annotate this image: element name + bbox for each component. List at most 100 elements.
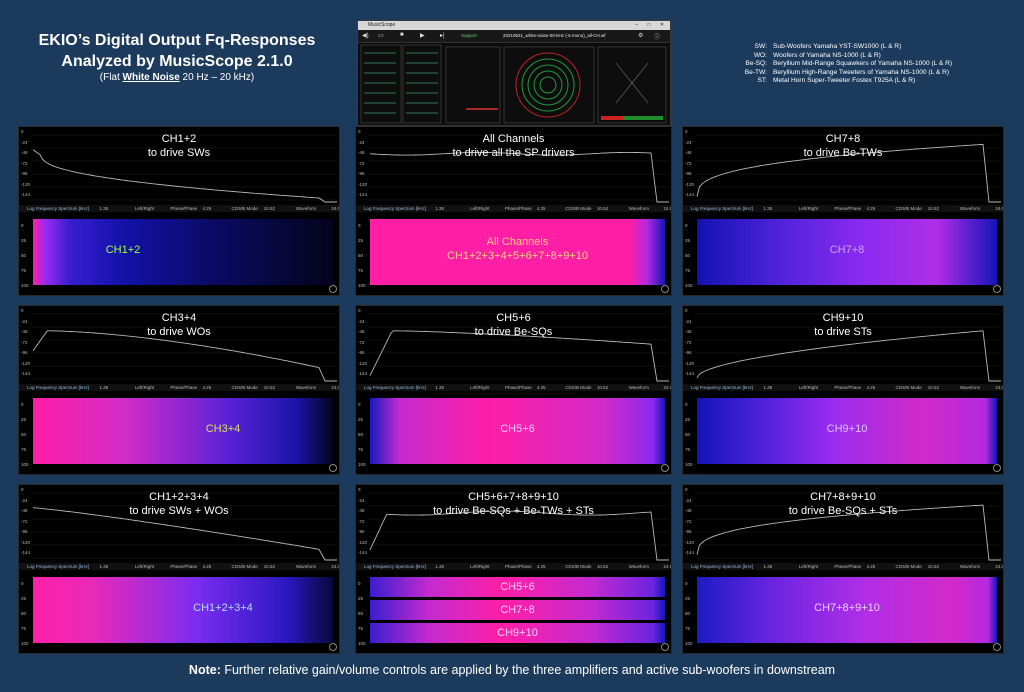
axis-tick: CDS/B Mode [895,564,922,569]
panel-caption: CH5+6 to drive Be-SQs [356,311,671,339]
y-tick: -144 [21,192,31,197]
spectrogram-tick: 75 [358,447,364,452]
y-tick: -48 [21,329,28,334]
axis-tick: 10.52 [927,385,939,390]
panel-caption: All Channels to drive all the SP drivers [356,132,671,160]
axis-tick: 24.0 [995,206,1004,211]
spectrogram-label: CH5+6 [500,423,535,435]
axis-tick: CDS/B Mode [565,564,592,569]
legend-value: Beryllium High-Range Tweeters of Yamaha … [773,68,950,76]
axis-tick: 24.0 [331,385,340,390]
support-link[interactable]: Support [461,33,477,38]
spectrogram-label: CH1+2+3+4 [193,602,253,614]
y-tick: -120 [358,360,368,366]
resize-handle-icon[interactable] [329,643,337,651]
resize-handle-icon[interactable] [993,643,1001,651]
open-folder-icon[interactable]: ▭ [378,33,384,39]
resize-handle-icon[interactable] [661,643,669,651]
resize-handle-icon[interactable] [329,285,337,293]
spectrogram-band: CH1+2+3+4 [33,577,333,643]
window-title: MusicScope [368,22,396,28]
axis-tick: 1.35 [763,206,773,211]
panel-caption: CH1+2+3+4 to drive SWs + WOs [19,490,339,518]
axis-title: Log Frequency Spectrum [kHz] [364,385,427,390]
frequency-response-plot [31,134,337,203]
spectrogram-tick: 0 [358,223,361,228]
panel-purpose-label: to drive Be-SQs [474,326,553,338]
spectrogram-caption: CH5+6 [370,422,665,436]
axis-tick: Waveform [295,385,317,390]
forward-icon[interactable]: ▸| [440,33,445,39]
axis-tick: 1.35 [99,206,109,211]
legend-value: Beryllium Mid-Range Squawkers of Yamaha … [773,60,953,68]
spectrogram-tick: 0 [21,581,24,586]
spectrogram-caption: All Channels CH1+2+3+4+5+6+7+8+9+10 [370,235,665,263]
info-icon[interactable]: ⓘ [654,35,661,41]
panel-channel-label: CH3+4 [161,312,197,324]
driver-legend: SW: Sub-Woofers Yamaha YST-SW1000 (L & R)… [720,43,952,86]
panel-purpose-label: to drive all the SP drivers [452,147,575,159]
y-tick: -24 [358,139,365,145]
y-tick: -72 [358,518,365,524]
axis-tick: Left/Right [798,206,819,211]
y-tick: -72 [358,160,365,166]
note-label: Note: [188,663,221,677]
panel-caption: CH7+8+9+10 to drive Be-SQs + STs [683,490,1003,518]
spectrogram-tick: 25 [358,596,364,601]
spectrogram-label: CH3+4 [205,423,241,435]
axis-title: Log Frequency Spectrum [kHz] [364,564,427,569]
spectrogram-tick: 50 [21,611,27,616]
response-curve [369,510,669,561]
axis-tick: CDS/B Mode [895,206,922,211]
spectrogram-label: CH7+8 [829,244,865,256]
panel-purpose-label: to drive Be-SQs + STs [788,505,898,517]
resize-handle-icon[interactable] [329,464,337,472]
spectrogram-caption: CH7+8+9+10 [697,601,997,615]
axis-tick: 1.35 [435,385,445,390]
axis-tick: 10.52 [263,206,275,211]
spectrogram-tick: 75 [21,626,27,631]
resize-handle-icon[interactable] [993,464,1001,472]
frequency-response-plot [31,313,337,382]
resize-handle-icon[interactable] [993,285,1001,293]
spectrogram-band: CH9+10 [697,398,997,464]
volume-icon[interactable]: ◀) [362,33,369,39]
stop-icon[interactable]: ■ [400,32,404,38]
spectrogram-tick: 75 [685,447,691,452]
response-curve [369,330,669,382]
axis-tick: Left/Right [470,385,490,390]
spectrogram-tick: 100 [21,641,29,646]
play-icon[interactable]: ▶ [420,33,425,39]
response-curve [32,507,337,561]
axis-tick: CDS/B Mode [565,385,592,390]
y-tick: -72 [685,518,692,524]
resize-handle-icon[interactable] [661,285,669,293]
axis-tick: 10.52 [263,385,275,390]
y-tick: -24 [358,497,365,503]
note-text: Further relative gain/volume controls ar… [220,663,836,677]
legend-value: Sub-Woofers Yamaha YST-SW1000 (L & R) [773,43,902,50]
vectorscope-cross [615,62,649,104]
spectrogram-label: All Channels [486,236,549,248]
axis-tick: Phase/Phase [834,564,862,569]
spectrogram-caption: CH9+10 [697,422,997,436]
axis-title: Log Frequency Spectrum [kHz] [691,564,754,569]
spectrogram-tick: 50 [358,253,364,258]
window-controls[interactable]: – □ ✕ [635,22,668,28]
y-tick: -24 [685,497,692,503]
axis-tick: 10.52 [927,206,939,211]
resize-handle-icon[interactable] [661,464,669,472]
y-tick: -96 [358,529,365,534]
settings-icon[interactable]: ⚙ [638,33,644,39]
y-tick: -48 [21,508,28,513]
spectrogram-tick: 0 [21,223,24,228]
spectrogram-tick: 100 [685,641,693,646]
axis-tick: Left/Right [798,385,819,390]
y-tick: -48 [358,508,365,513]
spectrogram-tick: 25 [21,238,27,243]
axis-tick: 10.52 [596,564,609,569]
spectrogram-tick: 25 [358,417,364,422]
axis-tick: CDS/B Mode [565,206,592,211]
y-tick: -96 [21,529,28,534]
axis-tick: 24.0 [663,564,672,569]
